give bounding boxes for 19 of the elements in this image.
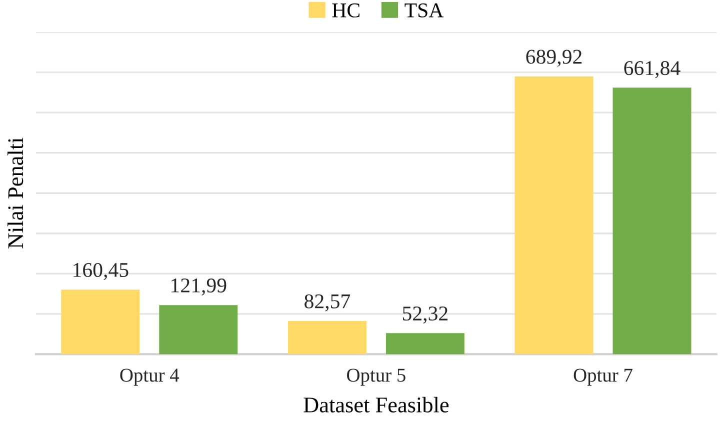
legend-label: TSA [404, 3, 444, 18]
x-tick-label: Optur 7 [574, 368, 632, 386]
x-tick-label: Optur 5 [347, 368, 406, 386]
bar [288, 320, 366, 354]
data-label: 689,92 [526, 50, 582, 67]
bar [159, 305, 238, 354]
bar [514, 76, 594, 354]
data-label: 121,99 [172, 278, 226, 296]
legend-label: HC [332, 3, 360, 18]
bar [61, 290, 140, 354]
bar [612, 88, 692, 354]
data-label: 82,57 [304, 294, 350, 312]
x-tick-label: Optur 4 [120, 368, 180, 386]
data-label: 52,32 [402, 306, 448, 324]
bar [386, 333, 464, 354]
y-axis-title: Nilai Penalti [8, 138, 24, 248]
data-label: 160,45 [74, 262, 128, 280]
x-axis-title: Dataset Feasible [304, 396, 449, 412]
data-label: 661,84 [624, 61, 680, 78]
